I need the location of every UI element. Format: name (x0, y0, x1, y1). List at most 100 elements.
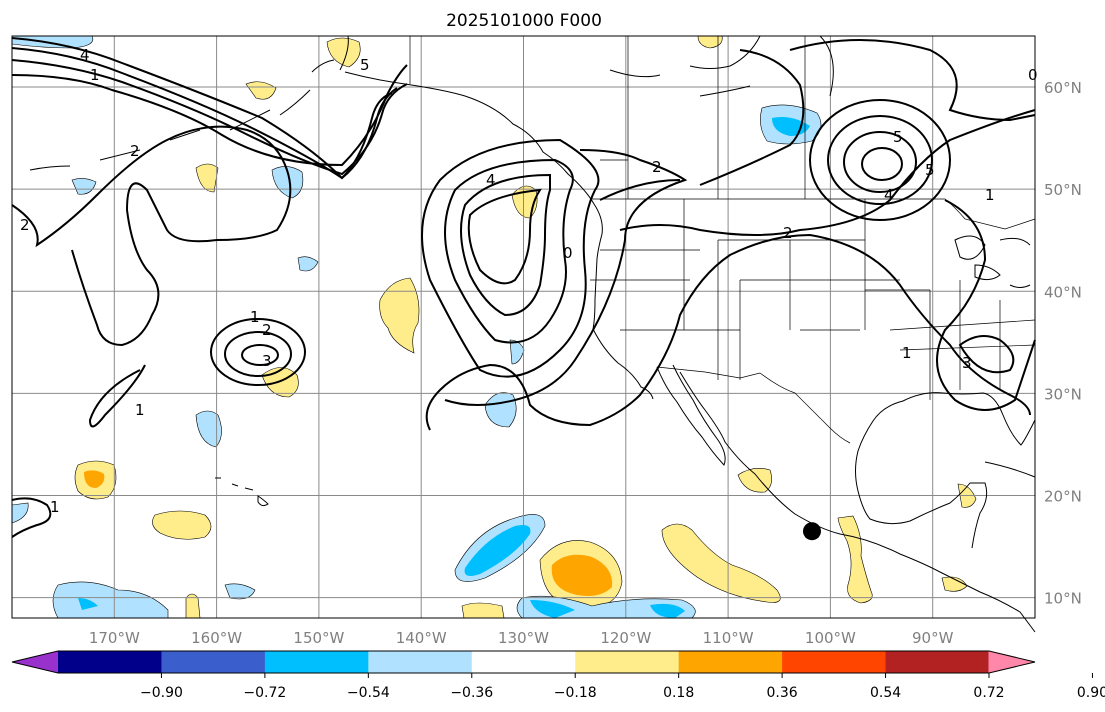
positive-anomaly (379, 277, 420, 354)
latitude-label: 40°N (1044, 283, 1082, 301)
contour-line (936, 199, 1036, 411)
contour-line (11, 59, 408, 176)
contour-label: 2 (783, 224, 793, 242)
longitude-label: 170°W (89, 629, 140, 647)
contour-line (210, 318, 306, 386)
latitude-labels: 60°N 50°N 40°N 30°N 20°N 10°N (1044, 79, 1082, 608)
colorbar-extend-high (988, 651, 1035, 673)
contour-line (444, 158, 574, 344)
coastline-alaska-canada-us (339, 35, 654, 400)
figure-title: 2025101000 F000 (446, 11, 602, 31)
contour-line (88, 364, 146, 428)
contour-label: 1 (135, 401, 145, 419)
contour-line (425, 233, 1031, 431)
colorbar-label: −0.36 (450, 685, 493, 701)
colorbar-extend-low (12, 651, 59, 673)
us-mexico-border (656, 366, 851, 444)
positive-anomaly (195, 35, 723, 193)
contour-label: 3 (262, 352, 272, 370)
colorbar-segment (885, 651, 990, 673)
colorbar-segment (368, 651, 473, 673)
contour-label: 5 (925, 161, 935, 179)
contour-line (11, 37, 393, 180)
contour-label: 0 (563, 244, 573, 262)
colorbar-label: 0.54 (870, 685, 901, 701)
longitude-label: 160°W (191, 629, 242, 647)
colorbar-label: 0.36 (767, 685, 798, 701)
negative-anomaly-strong (78, 598, 98, 610)
colorbar-segment (264, 651, 369, 673)
contour-label: 2 (652, 158, 662, 176)
latitude-label: 50°N (1044, 181, 1082, 199)
contour-label: 3 (962, 354, 972, 372)
contour-label: 2 (20, 216, 30, 234)
colorbar-label: 0.18 (663, 685, 694, 701)
location-marker (802, 522, 821, 541)
longitude-label: 140°W (396, 629, 447, 647)
colorbar-segment (782, 651, 887, 673)
colorbar-segment (678, 651, 783, 673)
contour-line (599, 49, 805, 201)
negative-anomaly-strong (464, 525, 531, 576)
coastline-aleutians (29, 59, 335, 171)
latitude-label: 30°N (1044, 385, 1082, 403)
colorbar-label: 0.90 (1077, 685, 1105, 701)
contour-line (241, 344, 279, 366)
coastline-hudson-bay (609, 35, 834, 97)
contour-line (789, 39, 1036, 122)
latitude-label: 60°N (1044, 79, 1082, 97)
contour-line (827, 115, 933, 205)
colorbar-label: −0.54 (347, 685, 390, 701)
contour-line (467, 188, 543, 285)
contour-line (11, 497, 52, 538)
colorbar-segment (575, 651, 680, 673)
colorbar-segment (471, 651, 576, 673)
latitude-label: 10°N (1044, 590, 1082, 608)
colorbar-label: −0.18 (554, 685, 597, 701)
colorbar-label: −0.90 (140, 685, 183, 701)
contour-label: 5 (893, 128, 903, 146)
negative-anomaly (11, 166, 525, 524)
longitude-label: 100°W (805, 629, 856, 647)
contour-label: 2 (130, 142, 140, 160)
coastline-hawaii (215, 477, 269, 507)
colorbar-label: 0.72 (973, 685, 1004, 701)
colorbar-segment (58, 651, 162, 673)
contour-line (11, 125, 292, 347)
contour-label: 1 (902, 344, 912, 362)
longitude-label: 130°W (498, 629, 549, 647)
contour-line (843, 131, 917, 193)
contour-label: 1 (985, 186, 995, 204)
positive-anomaly-strong (84, 470, 105, 488)
longitude-label: 120°W (600, 629, 651, 647)
coastline-cuba (984, 461, 1036, 478)
map-frame (11, 35, 1036, 619)
contour-line (619, 109, 1036, 236)
contour-line (11, 64, 408, 167)
colorbar-label: −0.72 (243, 685, 286, 701)
contour-label: 0 (1028, 66, 1038, 84)
contour-line (444, 149, 688, 406)
coastline-great-lakes (954, 235, 1031, 288)
colorbar: −0.90 −0.72 −0.54 −0.36 −0.18 0.18 0.36 0.54 0.7… (11, 650, 1105, 701)
contour-label: 1 (250, 308, 260, 326)
colorbar-outline (11, 650, 1036, 674)
latitude-label: 20°N (1044, 487, 1082, 505)
longitude-label: 110°W (703, 629, 754, 647)
contour-label: 5 (360, 56, 370, 74)
contours (11, 37, 1036, 538)
longitude-label: 90°W (912, 629, 954, 647)
map-panel: 1 2 4 5 2 1 2 3 1 4 0 2 2 5 5 4 1 3 1 0 … (11, 35, 1038, 633)
coastline-baja (656, 364, 726, 466)
contour-line (861, 147, 903, 181)
contour-line (809, 99, 951, 221)
colorbar-segment (161, 651, 266, 673)
canada-provinces (600, 36, 806, 199)
longitude-labels: 170°W 160°W 150°W 140°W 130°W 120°W 110°W 100°W… (89, 629, 954, 647)
positive-anomaly-strong (551, 554, 613, 596)
contour-line (224, 331, 292, 377)
contour-label: 4 (884, 186, 894, 204)
us-states (590, 199, 1036, 400)
contour-line (958, 335, 1015, 374)
